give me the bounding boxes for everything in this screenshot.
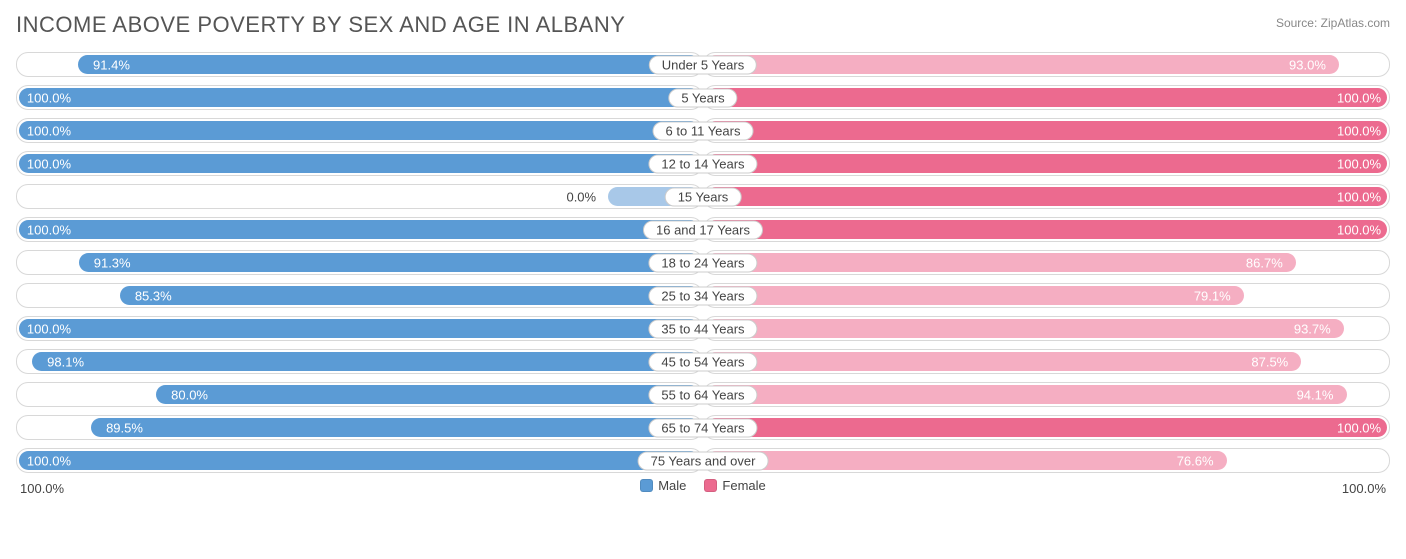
female-value-label: 100.0% — [1329, 123, 1389, 138]
male-bar — [32, 352, 700, 371]
chart-source: Source: ZipAtlas.com — [1276, 16, 1390, 30]
chart-row: 100.0% 100.0% 6 to 11 Years — [16, 118, 1390, 143]
category-label: 25 to 34 Years — [648, 286, 757, 305]
legend-female-label: Female — [722, 478, 765, 493]
chart-row: 100.0% 93.7% 35 to 44 Years — [16, 316, 1390, 341]
female-bar — [706, 451, 1227, 470]
female-bar — [706, 319, 1344, 338]
female-bar — [706, 154, 1387, 173]
male-bar — [156, 385, 700, 404]
chart-row: 80.0% 94.1% 55 to 64 Years — [16, 382, 1390, 407]
male-swatch — [640, 479, 653, 492]
female-value-label: 100.0% — [1329, 90, 1389, 105]
category-label: 35 to 44 Years — [648, 319, 757, 338]
axis-right-label: 100.0% — [1342, 481, 1386, 496]
chart-row: 100.0% 100.0% 16 and 17 Years — [16, 217, 1390, 242]
female-bar — [706, 88, 1387, 107]
chart-row: 100.0% 100.0% 5 Years — [16, 85, 1390, 110]
female-value-label: 100.0% — [1329, 222, 1389, 237]
category-label: 18 to 24 Years — [648, 253, 757, 272]
category-label: 75 Years and over — [638, 451, 769, 470]
male-value-label: 98.1% — [39, 354, 92, 369]
female-bar — [706, 253, 1296, 272]
female-bar — [706, 121, 1387, 140]
legend-male-label: Male — [658, 478, 686, 493]
male-value-label: 91.4% — [85, 57, 138, 72]
male-bar — [120, 286, 700, 305]
female-bar — [706, 418, 1387, 437]
female-value-label: 79.1% — [1186, 288, 1239, 303]
male-value-label: 80.0% — [163, 387, 216, 402]
male-value-label: 100.0% — [19, 90, 79, 105]
male-bar — [19, 121, 700, 140]
legend-female: Female — [704, 478, 765, 493]
female-value-label: 93.7% — [1286, 321, 1339, 336]
legend-male: Male — [640, 478, 686, 493]
female-value-label: 100.0% — [1329, 156, 1389, 171]
axis-left-label: 100.0% — [20, 481, 64, 496]
category-label: 65 to 74 Years — [648, 418, 757, 437]
category-label: 16 and 17 Years — [643, 220, 763, 239]
male-bar — [19, 154, 700, 173]
male-value-label: 85.3% — [127, 288, 180, 303]
butterfly-chart: 91.4% 93.0% Under 5 Years 100.0% 100.0% 5 Yea… — [16, 52, 1390, 473]
chart-row: 98.1% 87.5% 45 to 54 Years — [16, 349, 1390, 374]
male-bar — [19, 88, 700, 107]
female-value-label: 100.0% — [1329, 420, 1389, 435]
category-label: Under 5 Years — [649, 55, 757, 74]
chart-title: INCOME ABOVE POVERTY BY SEX AND AGE IN A… — [16, 12, 625, 38]
female-value-label: 100.0% — [1329, 189, 1389, 204]
female-bar — [706, 385, 1347, 404]
chart-row: 91.3% 86.7% 18 to 24 Years — [16, 250, 1390, 275]
male-bar — [19, 451, 700, 470]
male-value-label: 100.0% — [19, 321, 79, 336]
male-value-label: 0.0% — [558, 189, 604, 204]
female-bar — [706, 55, 1339, 74]
chart-header: INCOME ABOVE POVERTY BY SEX AND AGE IN A… — [16, 12, 1390, 38]
male-value-label: 89.5% — [98, 420, 151, 435]
category-label: 55 to 64 Years — [648, 385, 757, 404]
female-swatch — [704, 479, 717, 492]
legend: Male Female — [16, 478, 1390, 493]
male-bar — [91, 418, 700, 437]
chart-row: 85.3% 79.1% 25 to 34 Years — [16, 283, 1390, 308]
chart-row: 100.0% 76.6% 75 Years and over — [16, 448, 1390, 473]
category-label: 12 to 14 Years — [648, 154, 757, 173]
male-bar — [78, 55, 700, 74]
category-label: 15 Years — [665, 187, 742, 206]
male-value-label: 100.0% — [19, 123, 79, 138]
category-label: 45 to 54 Years — [648, 352, 757, 371]
female-bar — [706, 220, 1387, 239]
category-label: 5 Years — [668, 88, 737, 107]
male-value-label: 100.0% — [19, 453, 79, 468]
female-bar — [706, 286, 1244, 305]
female-value-label: 86.7% — [1238, 255, 1291, 270]
male-value-label: 100.0% — [19, 222, 79, 237]
category-label: 6 to 11 Years — [653, 121, 754, 140]
male-bar — [19, 220, 700, 239]
female-value-label: 76.6% — [1169, 453, 1222, 468]
female-bar — [706, 352, 1301, 371]
chart-row: 89.5% 100.0% 65 to 74 Years — [16, 415, 1390, 440]
male-bar — [79, 253, 700, 272]
male-bar — [19, 319, 700, 338]
female-value-label: 87.5% — [1243, 354, 1296, 369]
male-value-label: 100.0% — [19, 156, 79, 171]
chart-row: 0.0% 100.0% 15 Years — [16, 184, 1390, 209]
chart-row: 100.0% 100.0% 12 to 14 Years — [16, 151, 1390, 176]
female-bar — [706, 187, 1387, 206]
male-value-label: 91.3% — [86, 255, 139, 270]
female-value-label: 94.1% — [1289, 387, 1342, 402]
chart-row: 91.4% 93.0% Under 5 Years — [16, 52, 1390, 77]
female-value-label: 93.0% — [1281, 57, 1334, 72]
